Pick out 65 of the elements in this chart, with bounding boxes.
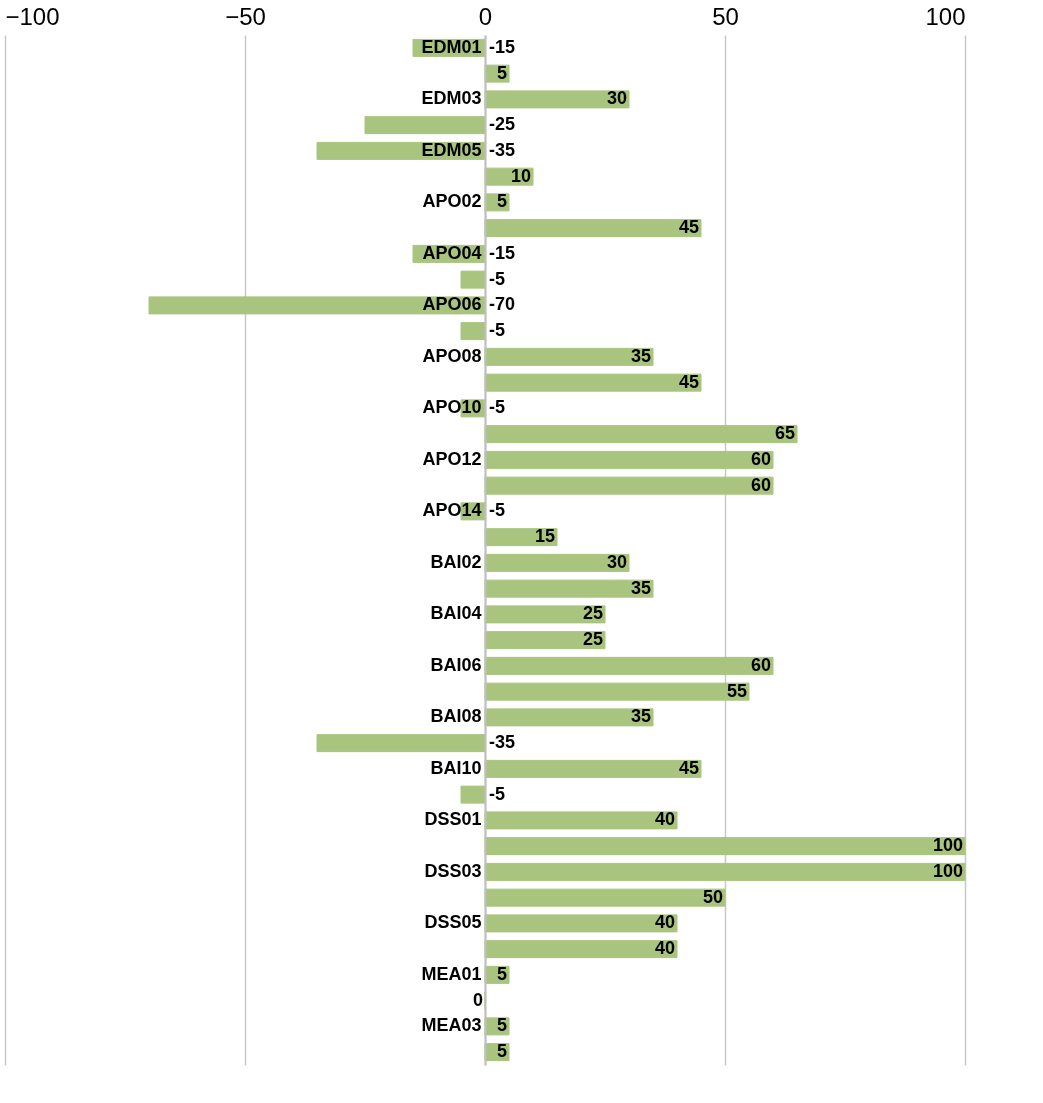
data-label: 45: [678, 217, 699, 238]
data-label: -5: [489, 320, 506, 341]
data-label: -35: [489, 732, 516, 753]
data-label: 45: [678, 371, 699, 392]
x-tick-label: −100: [5, 2, 60, 30]
y-tick-label: APO10: [422, 397, 482, 418]
y-tick-label: EDM01: [421, 36, 482, 57]
data-label: 60: [750, 448, 771, 469]
data-label: 100: [932, 835, 963, 856]
x-tick-label: 100: [925, 2, 966, 30]
data-label: 10: [510, 165, 531, 186]
data-label: 5: [496, 1041, 507, 1062]
y-tick-label: BAI04: [430, 603, 482, 624]
data-label: 40: [654, 912, 675, 933]
y-tick-label: EDM03: [421, 88, 482, 109]
y-tick-label: DSS05: [424, 912, 482, 933]
data-label: 35: [630, 577, 651, 598]
data-label: 25: [582, 603, 603, 624]
data-label: 5: [496, 1015, 507, 1036]
data-label: 60: [750, 474, 771, 495]
data-label: -70: [489, 294, 516, 315]
y-tick-label: APO06: [422, 294, 482, 315]
y-tick-label: APO14: [422, 500, 482, 521]
data-label: 30: [606, 551, 627, 572]
y-tick-label: APO04: [422, 242, 482, 263]
x-tick-label: 50: [712, 2, 739, 30]
y-tick-label: BAI02: [430, 551, 482, 572]
x-tick-label: 0: [478, 2, 493, 30]
data-label: 35: [630, 345, 651, 366]
y-tick-label: DSS01: [424, 809, 482, 830]
data-label: -5: [489, 268, 506, 289]
data-label: 5: [496, 963, 507, 984]
y-tick-label: DSS03: [424, 860, 482, 881]
data-label: 65: [774, 423, 795, 444]
x-tick-label: −50: [225, 2, 266, 30]
data-label: 15: [534, 526, 555, 547]
y-tick-label: MEA03: [421, 1015, 482, 1036]
y-tick-label: BAI08: [430, 706, 482, 727]
data-label: 40: [654, 938, 675, 959]
data-label: 35: [630, 706, 651, 727]
data-label: 25: [582, 629, 603, 650]
data-label: -15: [489, 242, 516, 263]
y-tick-label: BAI10: [430, 757, 482, 778]
data-label: 5: [496, 191, 507, 212]
data-label: -5: [489, 500, 506, 521]
data-label: 45: [678, 757, 699, 778]
y-tick-label: EDM05: [421, 139, 482, 160]
data-label: -5: [489, 783, 506, 804]
data-label: -25: [489, 114, 516, 135]
data-label: 0: [472, 989, 483, 1010]
data-label: -15: [489, 36, 516, 57]
data-label: -35: [489, 139, 516, 160]
data-label: 30: [606, 88, 627, 109]
data-label: 5: [496, 62, 507, 83]
y-tick-label: BAI06: [430, 654, 482, 675]
y-tick-label: APO12: [422, 448, 482, 469]
data-label: 40: [654, 809, 675, 830]
y-tick-label: MEA01: [421, 963, 482, 984]
data-label: 50: [702, 886, 723, 907]
data-label: 100: [932, 860, 963, 881]
y-tick-label: APO08: [422, 345, 482, 366]
y-tick-label: APO02: [422, 191, 482, 212]
data-label: -5: [489, 397, 506, 418]
data-label: 60: [750, 654, 771, 675]
data-label: 55: [726, 680, 747, 701]
